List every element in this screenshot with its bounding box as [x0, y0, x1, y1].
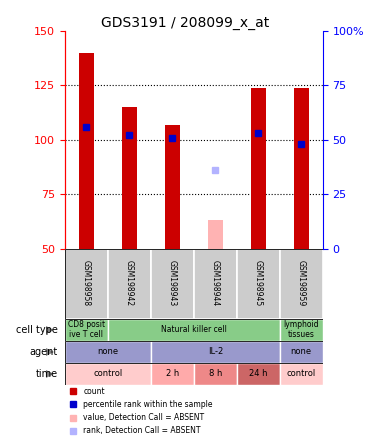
Text: GSM198958: GSM198958	[82, 261, 91, 307]
Text: GSM198942: GSM198942	[125, 261, 134, 307]
Bar	[194, 249, 237, 318]
Text: GSM198959: GSM198959	[297, 261, 306, 307]
Text: IL-2: IL-2	[208, 347, 223, 356]
Bar	[65, 249, 108, 318]
Bar	[65, 363, 151, 385]
Bar	[151, 341, 280, 363]
Text: GSM198945: GSM198945	[254, 261, 263, 307]
Text: none: none	[97, 347, 118, 356]
Text: 24 h: 24 h	[249, 369, 267, 378]
Text: cell type: cell type	[16, 325, 58, 335]
Text: percentile rank within the sample: percentile rank within the sample	[83, 400, 213, 409]
Text: value, Detection Call = ABSENT: value, Detection Call = ABSENT	[83, 413, 204, 422]
Text: GSM198944: GSM198944	[211, 261, 220, 307]
Bar	[280, 363, 323, 385]
Text: rank, Detection Call = ABSENT: rank, Detection Call = ABSENT	[83, 426, 201, 435]
Bar	[165, 125, 180, 249]
Bar	[79, 53, 94, 249]
Bar	[122, 107, 137, 249]
Bar	[151, 249, 194, 318]
Text: GDS3191 / 208099_x_at: GDS3191 / 208099_x_at	[101, 16, 270, 30]
Bar	[280, 341, 323, 363]
Bar	[294, 87, 309, 249]
Text: lymphoid
tissues: lymphoid tissues	[283, 320, 319, 339]
Text: 2 h: 2 h	[166, 369, 179, 378]
Bar	[208, 220, 223, 249]
Bar	[65, 341, 151, 363]
Text: none: none	[291, 347, 312, 356]
Bar	[108, 249, 151, 318]
Text: 8 h: 8 h	[209, 369, 222, 378]
Bar	[194, 363, 237, 385]
Text: control: control	[287, 369, 316, 378]
Bar	[237, 363, 280, 385]
Text: time: time	[35, 369, 58, 379]
Bar	[108, 318, 280, 341]
Bar	[251, 87, 266, 249]
Bar	[280, 318, 323, 341]
Text: agent: agent	[29, 347, 58, 357]
Bar	[280, 249, 323, 318]
Text: control: control	[93, 369, 122, 378]
Text: CD8 posit
ive T cell: CD8 posit ive T cell	[68, 320, 105, 339]
Text: count: count	[83, 387, 105, 396]
Bar	[237, 249, 280, 318]
Text: GSM198943: GSM198943	[168, 261, 177, 307]
Text: Natural killer cell: Natural killer cell	[161, 325, 227, 334]
Bar	[65, 318, 108, 341]
Bar	[151, 363, 194, 385]
